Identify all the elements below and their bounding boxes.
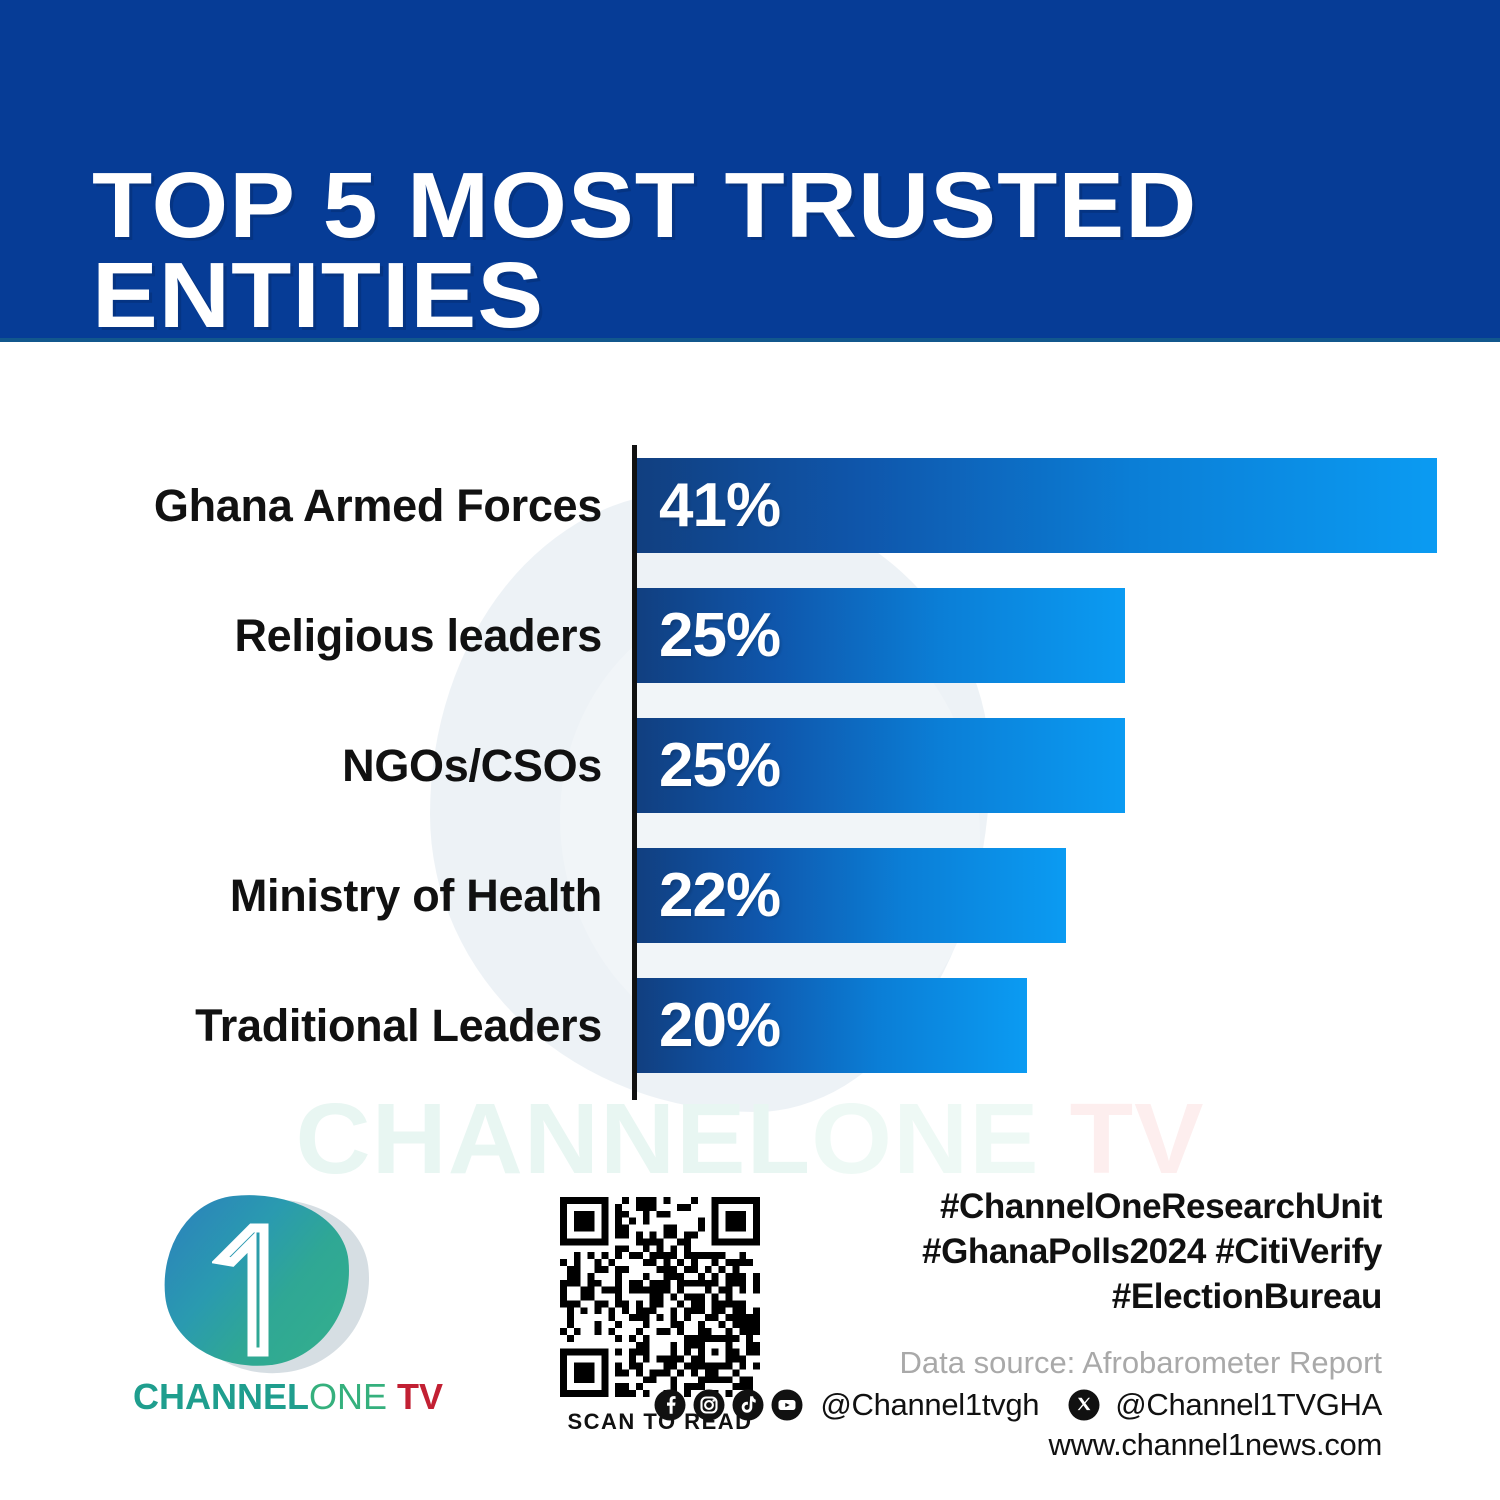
bar-category-label: Religious leaders	[234, 610, 602, 661]
bar: 20%	[637, 978, 1027, 1073]
bar-value-label: 22%	[659, 861, 781, 930]
chart-axis-line	[632, 445, 637, 1100]
channel-one-watermark: CHANNELONE TV	[0, 1082, 1500, 1197]
bar-value-label: 25%	[659, 731, 781, 800]
website-url: www.channel1news.com	[1048, 1427, 1383, 1463]
bar: 41%	[637, 458, 1437, 553]
bar-row: Ghana Armed Forces 41%	[0, 458, 1500, 553]
bar-row: NGOs/CSOs 25%	[0, 718, 1500, 813]
logo-mark	[155, 1184, 382, 1386]
hashtag-line-2: #GhanaPolls2024 #CitiVerify	[922, 1231, 1382, 1271]
bar-row: Religious leaders 25%	[0, 588, 1500, 683]
footer: CHANNELONE TV SCAN TO READ #ChannelOneRe…	[0, 1184, 1500, 1500]
logo-numeral-one-icon	[212, 1223, 269, 1357]
x-twitter-icon[interactable]	[1068, 1389, 1100, 1421]
bar-category-label: Ghana Armed Forces	[153, 480, 602, 531]
youtube-icon[interactable]	[771, 1389, 803, 1421]
watermark-part-one: ONE	[811, 1083, 1040, 1195]
bar-category-label: Traditional Leaders	[195, 1000, 602, 1051]
tiktok-icon[interactable]	[732, 1389, 764, 1421]
facebook-icon[interactable]	[654, 1389, 686, 1421]
bar-row: Traditional Leaders 20%	[0, 978, 1500, 1073]
bar-row: Ministry of Health 22%	[0, 848, 1500, 943]
logo-word-one: ONE	[308, 1376, 387, 1417]
hashtag-list: #ChannelOneResearchUnit #GhanaPolls2024 …	[742, 1185, 1382, 1319]
social-handle-x: @Channel1TVGHA	[1115, 1387, 1382, 1423]
social-handle-primary: @Channel1tvgh	[820, 1387, 1040, 1423]
instagram-icon[interactable]	[693, 1389, 725, 1421]
bar: 25%	[637, 588, 1125, 683]
qr-code-block[interactable]: SCAN TO READ	[545, 1197, 775, 1435]
bar-value-label: 41%	[659, 471, 781, 540]
bar: 22%	[637, 848, 1066, 943]
watermark-part-channel: CHANNEL	[295, 1083, 812, 1195]
watermark-part-tv: TV	[1039, 1083, 1205, 1195]
bar-category-label: Ministry of Health	[229, 870, 602, 921]
logo-word-tv: TV	[387, 1376, 444, 1417]
brand-logo: CHANNELONE TV	[128, 1184, 448, 1430]
header-banner: TOP 5 MOST TRUSTED ENTITIES IN GHANA [20…	[0, 0, 1500, 342]
bar-value-label: 20%	[659, 991, 781, 1060]
qr-code-icon	[560, 1197, 760, 1397]
data-source-text: Data source: Afrobarometer Report	[899, 1345, 1382, 1381]
page-title-line-1: TOP 5 MOST TRUSTED ENTITIES	[92, 153, 1198, 342]
hashtag-line-3: #ElectionBureau	[1111, 1276, 1383, 1316]
logo-wordmark: CHANNELONE TV	[128, 1376, 448, 1418]
logo-word-channel: CHANNEL	[132, 1376, 309, 1417]
hashtag-line-1: #ChannelOneResearchUnit	[939, 1187, 1382, 1226]
bar: 25%	[637, 718, 1125, 813]
bar-value-label: 25%	[659, 601, 781, 670]
qr-code-image[interactable]	[560, 1197, 760, 1397]
footer-meta: #ChannelOneResearchUnit #GhanaPolls2024 …	[654, 1185, 1383, 1463]
bar-category-label: NGOs/CSOs	[342, 740, 602, 791]
page-title: TOP 5 MOST TRUSTED ENTITIES IN GHANA [20…	[92, 72, 1500, 342]
social-row: @Channel1tvgh @Channel1TVGHA	[654, 1387, 1382, 1423]
